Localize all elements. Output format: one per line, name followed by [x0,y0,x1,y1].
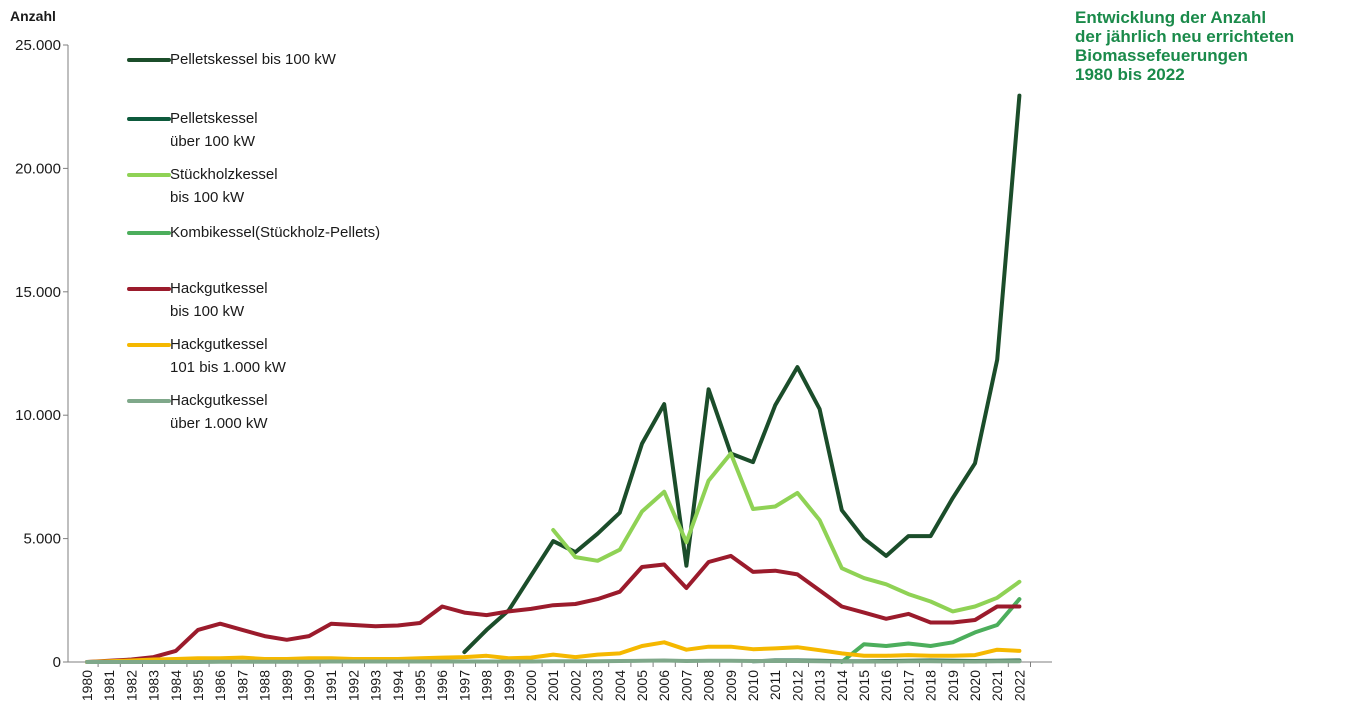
x-tick-label: 1992 [345,670,361,701]
legend-swatch [127,58,171,62]
y-tick-label: 0 [53,654,61,671]
x-tick-label: 2009 [723,670,739,701]
x-tick-label: 2002 [567,670,583,701]
legend-swatch [127,117,171,121]
x-tick-label: 1997 [456,670,472,701]
x-tick-label: 2019 [945,670,961,701]
chart-title-line: der jährlich neu errichteten [1075,27,1295,46]
chart-title-line: Biomassefeuerungen [1075,46,1248,65]
x-tick-label: 2022 [1011,670,1027,701]
x-tick-label: 1983 [146,670,162,701]
x-tick-label: 2011 [767,670,783,700]
x-tick-label: 1980 [79,670,95,701]
x-tick-label: 2007 [678,670,694,701]
x-tick-label: 2003 [590,670,606,701]
legend-label: Hackgutkessel 101 bis 1.000 kW [170,336,286,376]
x-tick-label: 1989 [279,670,295,701]
legend-label: Pelletskessel bis 100 kW [170,51,336,68]
x-tick-label: 2014 [834,670,850,701]
x-tick-label: 1987 [234,670,250,701]
x-tick-label: 1985 [190,670,206,701]
legend-swatch [127,173,171,177]
x-tick-label: 2013 [812,670,828,701]
y-tick-label: 10.000 [15,407,61,424]
series-line-7 [85,658,1022,664]
legend-swatch [127,343,171,347]
chart-title-line: Entwicklung der Anzahl [1075,8,1267,27]
x-tick-label: 2010 [745,670,761,701]
legend-label: Hackgutkessel über 1.000 kW [170,392,268,432]
x-tick-label: 1999 [501,670,517,701]
series-line-4 [839,597,1022,664]
x-tick-label: 2021 [989,670,1005,701]
x-tick-label: 2015 [856,670,872,701]
x-tick-label: 1998 [479,670,495,701]
x-tick-label: 1990 [301,670,317,701]
x-tick-label: 2004 [612,670,628,701]
legend-swatch [127,231,171,235]
chart-title: Entwicklung der Anzahl der jährlich neu … [1075,8,1365,84]
series-line-3 [551,451,1022,614]
x-tick-label: 2016 [878,670,894,701]
legend-label: Stückholzkessel bis 100 kW [170,166,278,206]
x-tick-label: 1986 [212,670,228,701]
y-tick-label: 15.000 [15,284,61,301]
x-tick-label: 1984 [168,670,184,701]
series-lines [85,93,1022,664]
x-tick-label: 2008 [701,670,717,701]
x-tick-label: 2000 [523,670,539,701]
x-tick-label: 1982 [123,670,139,701]
series-line-5 [85,553,1022,664]
x-tick-label: 2020 [967,670,983,701]
x-tick-label: 1996 [434,670,450,701]
series-line-1 [462,93,1022,655]
legend-swatch [127,287,171,291]
x-tick-label: 2017 [900,670,916,701]
x-tick-label: 2012 [789,670,805,701]
tick-labels: 0 5.000 10.000 15.000 20.000 25.000 Anzahl 1980… [10,8,1027,701]
x-tick-label: 1991 [323,670,339,701]
chart-title-line: 1980 bis 2022 [1075,65,1185,84]
y-tick-label: 20.000 [15,160,61,177]
x-tick-label: 1994 [390,670,406,701]
x-tick-label: 1981 [101,670,117,701]
y-tick-label: 5.000 [23,531,61,548]
legend-label: Kombikessel(Stückholz-Pellets) [170,224,381,241]
x-tick-label: 2001 [545,670,561,701]
x-tick-label: 1995 [412,670,428,701]
x-tick-label: 1993 [368,670,384,701]
series-line-6 [85,640,1022,664]
y-tick-label: 25.000 [15,37,61,54]
y-axis-title: Anzahl [10,8,56,24]
x-tick-label: 2005 [634,670,650,701]
x-tick-label: 1988 [257,670,273,701]
legend-swatch [127,399,171,403]
legend-label: Hackgutkessel bis 100 kW [170,280,268,320]
x-tick-label: 2006 [656,670,672,701]
legend-label: Pelletskessel über 100 kW [170,110,258,150]
x-tick-label: 2018 [923,670,939,701]
